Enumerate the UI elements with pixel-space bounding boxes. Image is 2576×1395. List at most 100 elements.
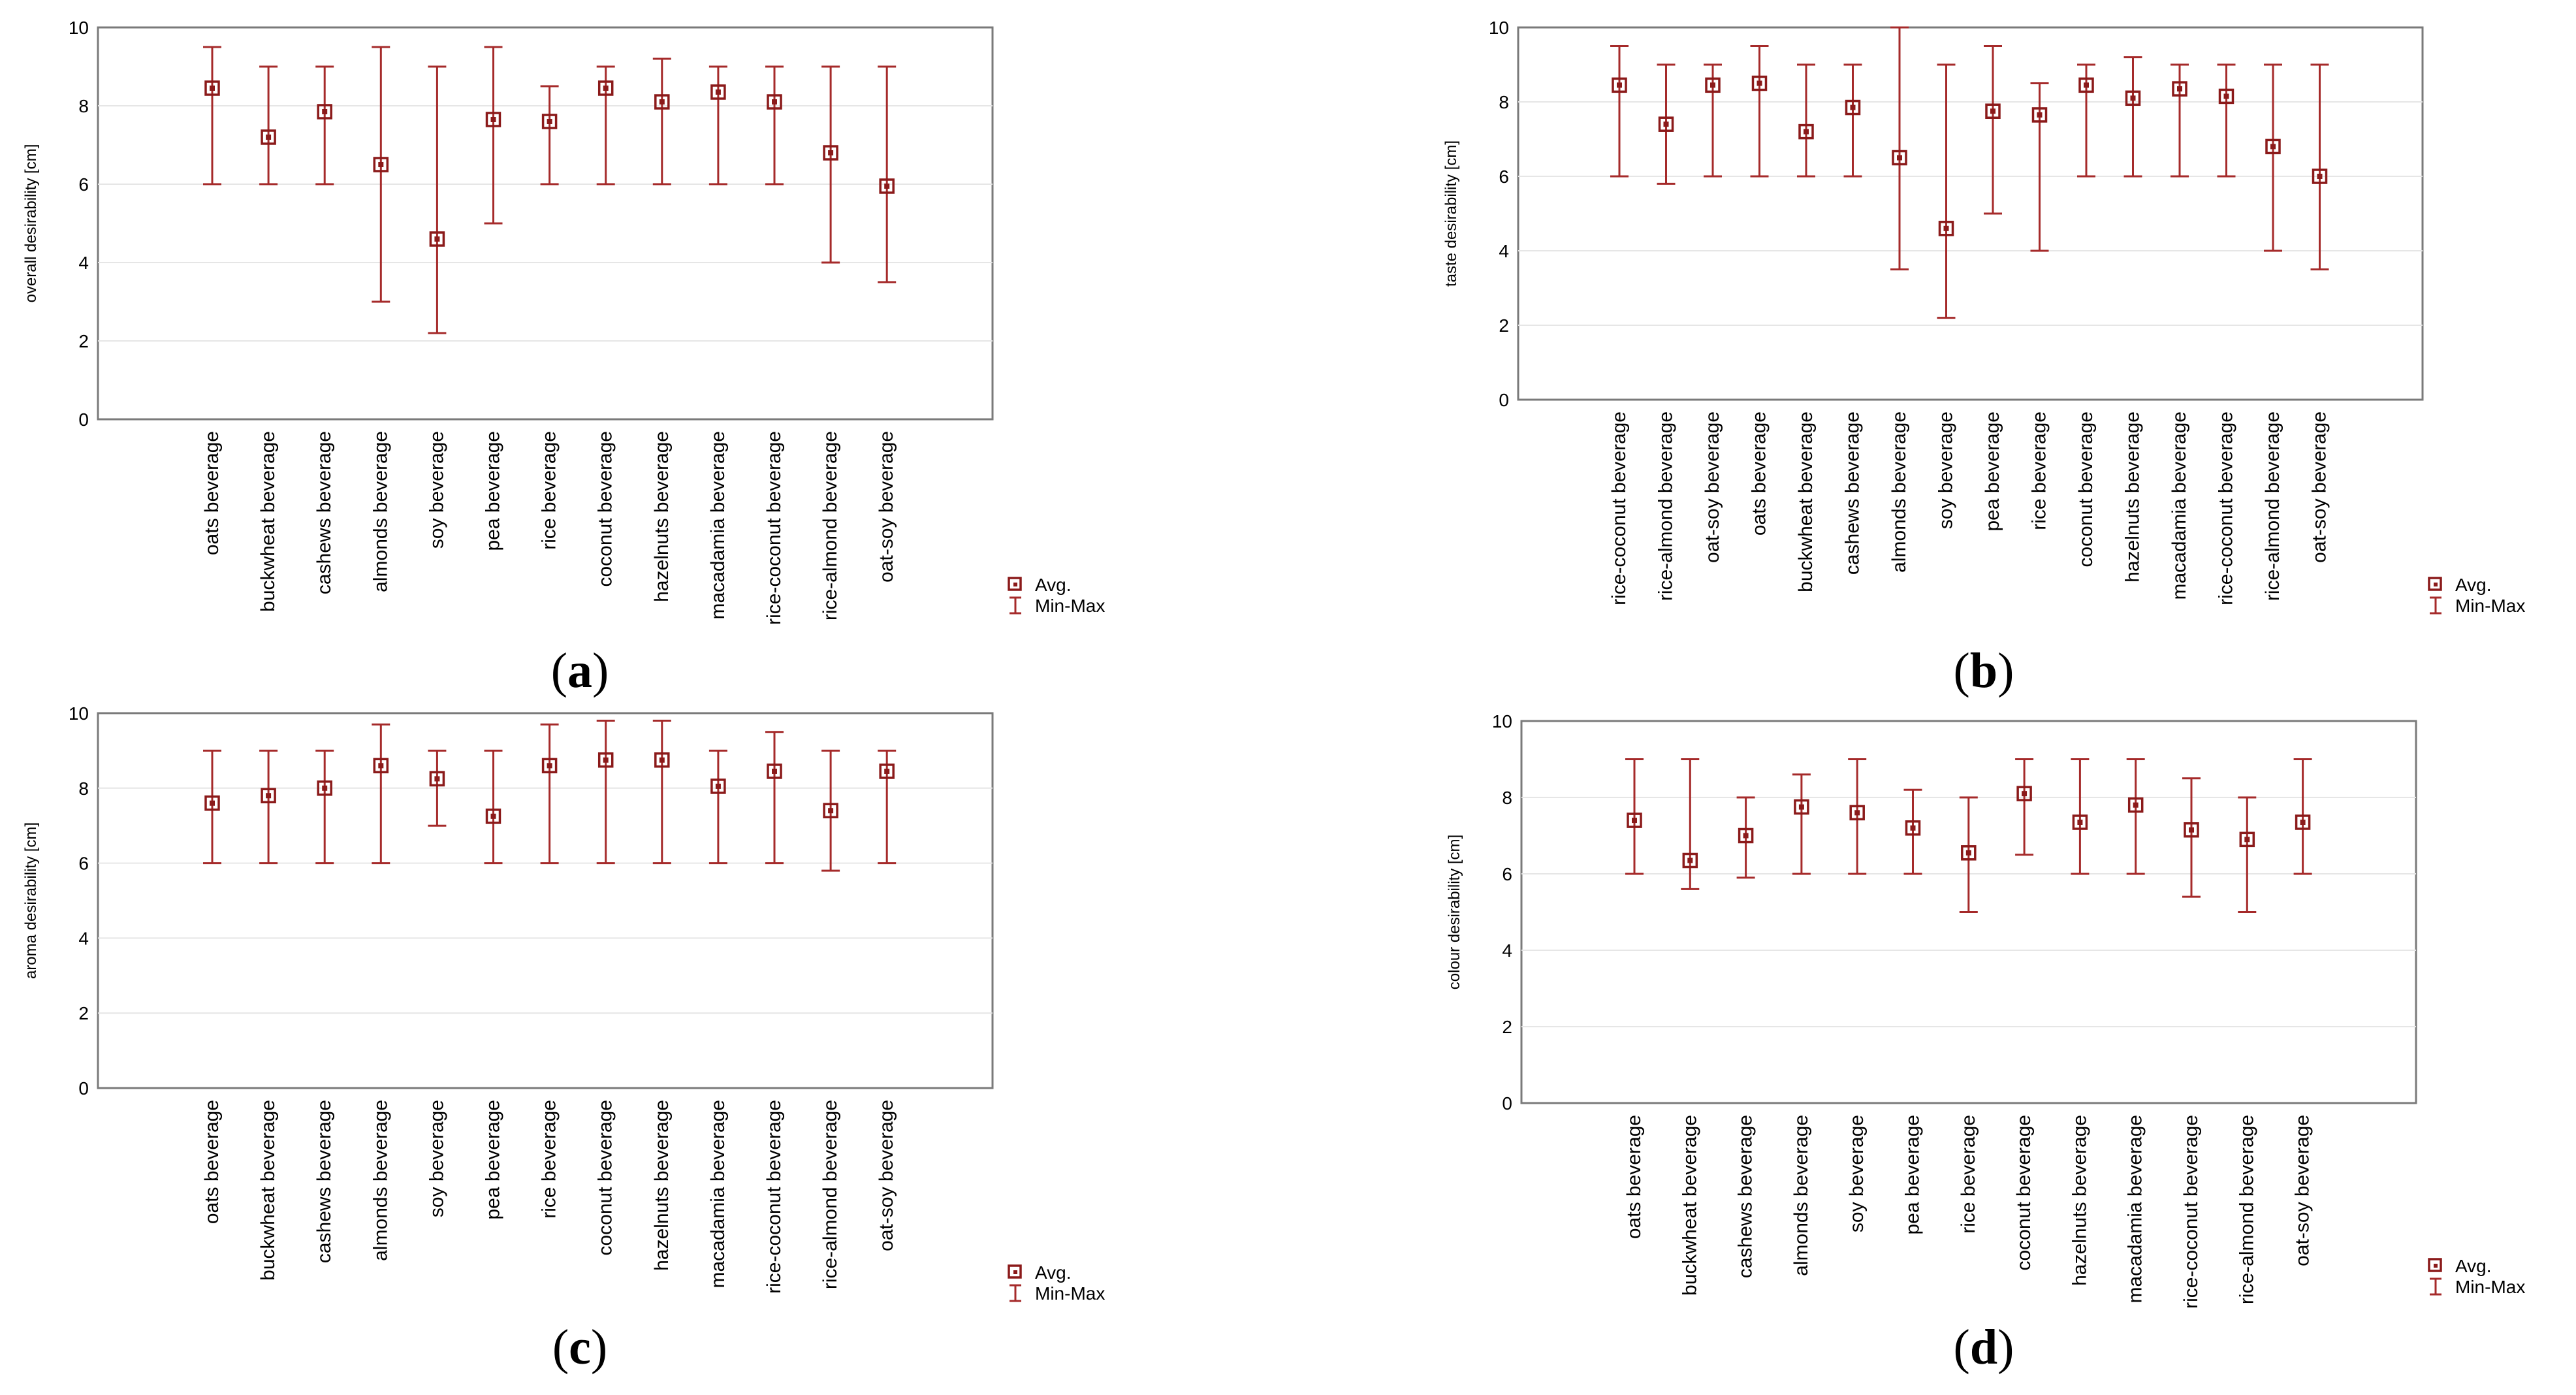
avg-point-center xyxy=(715,783,721,789)
avg-point xyxy=(1849,805,1865,821)
avg-point xyxy=(1627,812,1642,828)
x-category-label: cashews beverage xyxy=(1735,1115,1757,1278)
x-category-label: buckwheat beverage xyxy=(1795,411,1817,592)
avg-point-center xyxy=(2300,820,2306,826)
chart-a-svg: 0 2 4 6 8 10 overall desirability [cm] oats bev… xyxy=(22,18,1105,698)
avg-point-center xyxy=(266,135,272,140)
x-category-label: macadamia beverage xyxy=(707,1100,729,1289)
x-category-label: rice-almond beverage xyxy=(819,1100,841,1289)
x-category-label: coconut beverage xyxy=(595,1100,616,1256)
y-tick-label: 10 xyxy=(1489,18,1509,38)
legend-minmax-label: Min-Max xyxy=(2455,596,2525,616)
avg-point xyxy=(2125,90,2141,106)
avg-point-center xyxy=(490,117,496,122)
x-category-label: macadamia beverage xyxy=(2125,1115,2146,1304)
avg-point xyxy=(317,780,332,796)
avg-point xyxy=(1751,75,1768,91)
x-category-label: cashews beverage xyxy=(313,431,335,594)
avg-point xyxy=(429,771,445,787)
x-category-label: oat-soy beverage xyxy=(876,1100,897,1251)
chart-b-svg: 0 2 4 6 8 10 taste desirability [cm] rice-cocon… xyxy=(1442,18,2525,698)
x-category-label: rice beverage xyxy=(539,431,560,550)
x-category-label: oats beverage xyxy=(1749,411,1770,536)
x-category-label: rice-almond beverage xyxy=(2262,411,2283,601)
avg-point xyxy=(597,80,614,96)
panel-letter: (a) xyxy=(551,643,609,698)
y-tick-label: 2 xyxy=(1499,315,1509,336)
x-category-label: rice-coconut beverage xyxy=(763,1100,785,1294)
legend-avg-marker xyxy=(2428,577,2442,591)
x-category-label: soy beverage xyxy=(426,431,447,549)
x-category-label: oat-soy beverage xyxy=(2309,411,2330,563)
y-tick-label: 0 xyxy=(1502,1093,1512,1114)
avg-point-center xyxy=(2270,144,2276,150)
y-tick-label: 2 xyxy=(78,331,89,351)
avg-point xyxy=(1905,820,1921,836)
legend-avg-label: Avg. xyxy=(1035,575,1072,595)
y-tick-label: 8 xyxy=(78,778,89,799)
x-category-label: oat-soy beverage xyxy=(2292,1115,2314,1266)
avg-point xyxy=(597,752,614,768)
legend-avg-marker xyxy=(2428,1258,2442,1272)
avg-point xyxy=(2184,822,2199,838)
avg-point xyxy=(2031,107,2048,123)
avg-point-center xyxy=(2084,82,2089,88)
avg-point-center xyxy=(1804,129,1809,135)
x-category-label: rice-almond beverage xyxy=(2236,1115,2257,1304)
plot-area xyxy=(97,712,994,1089)
x-category-label: rice-almond beverage xyxy=(819,431,841,620)
avg-point-center xyxy=(1990,108,1996,114)
avg-point xyxy=(2078,77,2094,93)
x-category-label: oat-soy beverage xyxy=(1702,411,1723,563)
x-category-label: hazelnuts beverage xyxy=(2069,1115,2090,1286)
avg-point xyxy=(2016,786,2032,801)
avg-point-center xyxy=(2189,827,2194,833)
x-category-label: almonds beverage xyxy=(1888,411,1910,573)
y-tick-label: 6 xyxy=(1502,864,1512,884)
x-category-label: cashews beverage xyxy=(1842,411,1864,575)
avg-point xyxy=(1612,77,1627,93)
y-tick-label: 2 xyxy=(1502,1017,1512,1037)
avg-point xyxy=(2295,814,2311,830)
avg-point-center xyxy=(322,109,328,114)
avg-point-center xyxy=(603,86,609,91)
avg-point-center xyxy=(1965,850,1971,856)
avg-point xyxy=(654,94,670,110)
avg-point xyxy=(261,788,276,804)
avg-point-center xyxy=(1710,82,1715,88)
avg-point xyxy=(541,114,558,129)
avg-point-center xyxy=(1632,818,1637,824)
avg-point-center xyxy=(1798,804,1804,810)
avg-point-center xyxy=(2077,820,2083,826)
panel-letter: (c) xyxy=(552,1320,607,1375)
avg-point-center xyxy=(1943,225,1949,231)
avg-point-center xyxy=(2022,791,2027,797)
x-category-label: hazelnuts beverage xyxy=(2122,411,2144,583)
x-category-label: soy beverage xyxy=(426,1100,447,1217)
y-tick-label: 6 xyxy=(1499,167,1509,187)
x-category-label: rice-coconut beverage xyxy=(2216,411,2237,605)
avg-point-center xyxy=(378,763,384,769)
chart-panel-b: 0 2 4 6 8 10 taste desirability [cm] rice-cocon… xyxy=(1296,0,2576,698)
avg-point-center xyxy=(2037,112,2043,118)
legend-avg-marker-center xyxy=(2434,583,2438,586)
avg-point xyxy=(1985,103,2001,119)
avg-point-center xyxy=(772,99,777,104)
avg-point-center xyxy=(772,768,777,774)
y-tick-label: 4 xyxy=(1499,241,1509,261)
x-category-label: macadamia beverage xyxy=(707,431,729,620)
avg-point-center xyxy=(2223,93,2229,99)
y-tick-label: 10 xyxy=(1492,711,1512,731)
legend-avg-marker xyxy=(1008,577,1022,591)
avg-point xyxy=(373,758,389,774)
avg-point-center xyxy=(547,763,552,769)
avg-point xyxy=(879,763,895,779)
avg-point-center xyxy=(266,793,272,799)
x-category-label: oats beverage xyxy=(201,1100,223,1224)
y-tick-label: 8 xyxy=(78,96,89,116)
avg-point xyxy=(1938,221,1954,236)
avg-point xyxy=(485,112,501,127)
panel-letter: (b) xyxy=(1954,643,2014,698)
avg-point-center xyxy=(828,150,834,155)
chart-panel-a: 0 2 4 6 8 10 overall desirability [cm] oats bev… xyxy=(0,0,1280,698)
